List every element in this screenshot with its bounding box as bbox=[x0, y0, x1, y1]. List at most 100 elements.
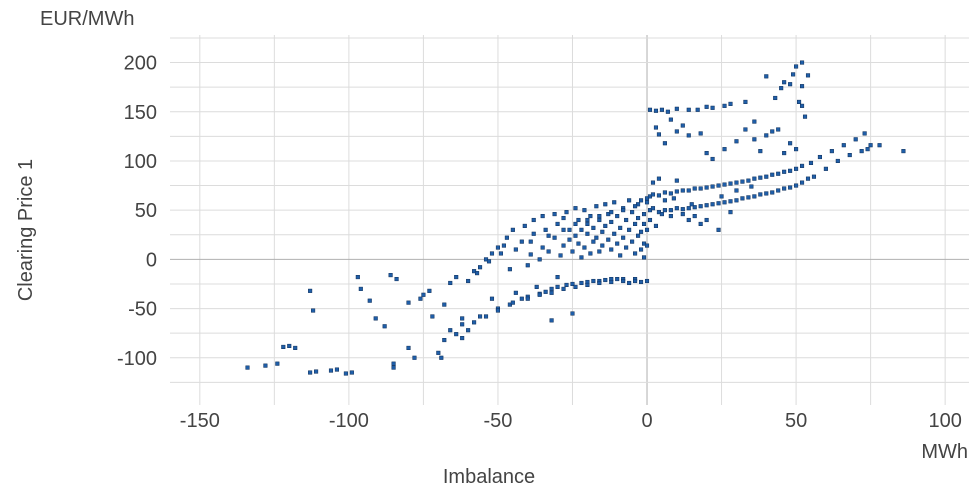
data-point bbox=[442, 338, 447, 343]
data-point bbox=[412, 355, 417, 360]
data-point bbox=[704, 217, 709, 223]
data-point bbox=[448, 280, 453, 286]
data-point bbox=[805, 73, 811, 78]
data-point bbox=[573, 233, 578, 238]
y-tick-label: 200 bbox=[124, 53, 157, 75]
data-point bbox=[609, 247, 614, 252]
data-point bbox=[570, 281, 575, 287]
data-point bbox=[734, 188, 739, 193]
data-point bbox=[799, 163, 805, 168]
data-point bbox=[427, 288, 432, 293]
data-point bbox=[668, 117, 673, 122]
data-point bbox=[576, 217, 581, 223]
data-point bbox=[650, 192, 656, 197]
data-point bbox=[436, 350, 441, 355]
data-point bbox=[546, 233, 551, 238]
data-point bbox=[621, 208, 626, 213]
data-point bbox=[639, 247, 644, 252]
data-point bbox=[576, 241, 581, 246]
data-point bbox=[692, 186, 697, 191]
data-point bbox=[770, 190, 775, 195]
data-point bbox=[615, 241, 620, 246]
y-unit-label: EUR/MWh bbox=[40, 8, 134, 30]
data-point bbox=[454, 275, 459, 280]
grid bbox=[170, 35, 969, 405]
data-point bbox=[641, 255, 647, 260]
data-point bbox=[531, 217, 536, 223]
data-point bbox=[519, 296, 524, 301]
data-point bbox=[770, 172, 775, 177]
data-point bbox=[588, 251, 593, 256]
data-point bbox=[308, 370, 313, 375]
data-point bbox=[862, 131, 867, 136]
data-point bbox=[841, 143, 846, 148]
data-point bbox=[567, 237, 572, 242]
data-point bbox=[674, 189, 679, 194]
data-point bbox=[513, 247, 518, 252]
data-point bbox=[668, 191, 673, 196]
data-point bbox=[245, 365, 250, 370]
data-point bbox=[782, 80, 787, 85]
data-point bbox=[561, 286, 566, 291]
data-point bbox=[704, 104, 709, 109]
data-point bbox=[752, 194, 757, 199]
data-point bbox=[808, 160, 814, 165]
data-point bbox=[743, 127, 748, 132]
data-point bbox=[582, 245, 587, 250]
data-point bbox=[788, 168, 793, 173]
data-point bbox=[692, 205, 697, 210]
data-point bbox=[662, 190, 667, 195]
data-point bbox=[579, 227, 584, 232]
data-point bbox=[612, 231, 617, 236]
data-point bbox=[794, 147, 799, 152]
data-point bbox=[728, 199, 733, 204]
data-point bbox=[817, 154, 822, 160]
data-point bbox=[722, 147, 727, 152]
data-point bbox=[698, 186, 703, 191]
data-point bbox=[597, 280, 602, 286]
data-point bbox=[591, 239, 596, 244]
data-point bbox=[448, 328, 453, 333]
data-point bbox=[710, 105, 715, 110]
data-point bbox=[847, 153, 852, 158]
data-point bbox=[287, 343, 292, 349]
data-point bbox=[489, 296, 495, 301]
data-point bbox=[728, 210, 733, 215]
data-point bbox=[746, 178, 751, 183]
data-point bbox=[466, 278, 471, 284]
data-point bbox=[475, 271, 480, 276]
data-point bbox=[501, 243, 506, 248]
data-point bbox=[728, 101, 733, 106]
data-point bbox=[636, 215, 641, 221]
data-point bbox=[552, 235, 557, 240]
data-point bbox=[582, 208, 587, 213]
data-point bbox=[853, 137, 858, 142]
data-point bbox=[519, 239, 524, 244]
data-point bbox=[478, 265, 483, 270]
data-point bbox=[686, 107, 691, 112]
x-tick-label: 50 bbox=[785, 410, 807, 432]
data-point bbox=[704, 185, 709, 190]
data-point bbox=[507, 267, 512, 272]
data-point bbox=[531, 231, 536, 236]
data-point bbox=[391, 365, 396, 370]
data-point bbox=[692, 214, 697, 219]
data-point bbox=[594, 235, 599, 240]
data-point bbox=[597, 214, 602, 219]
data-point bbox=[388, 273, 393, 278]
data-point bbox=[656, 193, 661, 198]
y-tick-label: 0 bbox=[146, 249, 157, 271]
data-point bbox=[573, 284, 578, 289]
data-point bbox=[627, 280, 632, 286]
x-tick-label: -150 bbox=[180, 410, 220, 432]
data-point bbox=[603, 202, 608, 207]
data-point bbox=[558, 253, 563, 258]
data-point bbox=[639, 198, 644, 203]
data-point bbox=[573, 206, 578, 211]
data-point bbox=[603, 277, 608, 283]
data-point bbox=[495, 308, 500, 313]
data-point bbox=[618, 225, 623, 230]
data-point bbox=[865, 147, 870, 152]
data-point bbox=[591, 225, 596, 230]
data-point bbox=[758, 192, 763, 197]
